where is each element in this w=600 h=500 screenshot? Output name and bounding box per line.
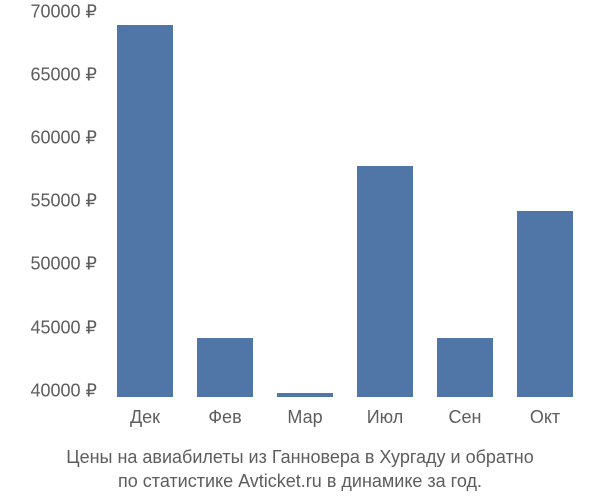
y-tick-label: 70000 ₽ bbox=[30, 2, 105, 23]
y-tick-label: 55000 ₽ bbox=[30, 191, 105, 212]
chart-container: 40000 ₽ 45000 ₽ 50000 ₽ 55000 ₽ 60000 ₽ 65000… bbox=[0, 0, 600, 500]
chart-caption: Цены на авиабилеты из Ганновера в Хургад… bbox=[0, 445, 600, 493]
x-tick-label: Сен bbox=[449, 397, 482, 428]
x-tick-label: Окт bbox=[530, 397, 560, 428]
bar bbox=[197, 338, 253, 397]
x-tick-label: Дек bbox=[130, 397, 160, 428]
x-tick-label: Фев bbox=[208, 397, 241, 428]
x-tick-label: Мар bbox=[287, 397, 322, 428]
bar bbox=[517, 211, 573, 397]
caption-line: Цены на авиабилеты из Ганновера в Хургад… bbox=[0, 445, 600, 469]
bar bbox=[117, 25, 173, 397]
caption-line: по статистике Avticket.ru в динамике за … bbox=[0, 469, 600, 493]
x-tick-label: Июл bbox=[367, 397, 404, 428]
y-tick-label: 40000 ₽ bbox=[30, 380, 105, 401]
y-tick-label: 50000 ₽ bbox=[30, 254, 105, 275]
y-tick-label: 45000 ₽ bbox=[30, 317, 105, 338]
y-tick-label: 60000 ₽ bbox=[30, 128, 105, 149]
plot-area: 40000 ₽45000 ₽50000 ₽55000 ₽60000 ₽65000… bbox=[105, 12, 585, 397]
bar bbox=[357, 166, 413, 397]
bar bbox=[437, 338, 493, 397]
y-tick-label: 65000 ₽ bbox=[30, 65, 105, 86]
